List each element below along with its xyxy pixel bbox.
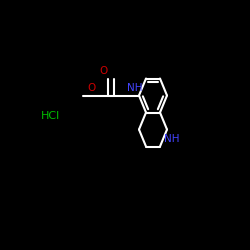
Text: NH: NH [164, 134, 179, 144]
Text: O: O [88, 83, 96, 93]
Text: NH: NH [128, 83, 143, 93]
Text: O: O [100, 66, 108, 76]
Text: HCl: HCl [40, 111, 60, 121]
